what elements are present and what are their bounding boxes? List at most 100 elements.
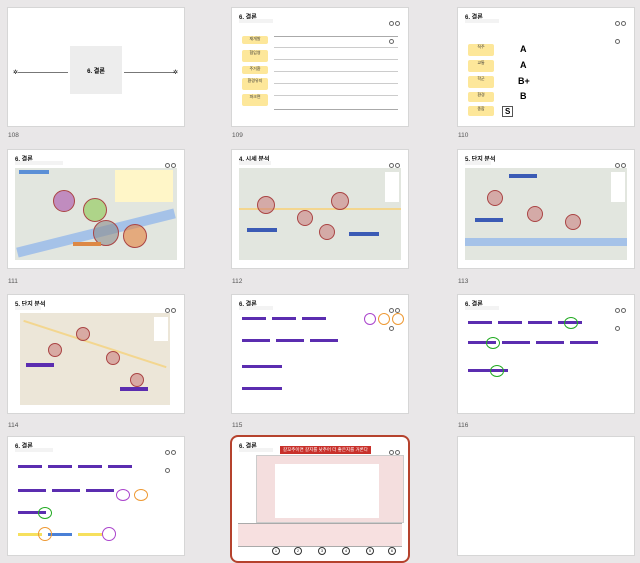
slide-112[interactable]: 4. 시세 분석 (232, 150, 408, 268)
slide-number-110: 110 (458, 132, 469, 139)
slide-118-marker-0: 1 (272, 547, 280, 555)
slide-109-table-line (274, 71, 398, 72)
slide-110-grade-0: A (520, 44, 527, 54)
slide-110-title: 6. 결론 (465, 15, 483, 21)
slide-113-subtitle (465, 161, 491, 165)
map-legend (611, 172, 625, 202)
map-legend (385, 172, 399, 202)
map-label (73, 242, 101, 246)
slide-110-label-4: 종합 (468, 106, 494, 116)
slide-117[interactable]: 6. 결론 (8, 437, 184, 555)
table-bar (302, 317, 326, 320)
highlight-circle (490, 365, 504, 377)
slide-number-111: 111 (8, 278, 18, 285)
slide-110-label-2: 학군 (468, 76, 494, 88)
highlight-circle (486, 337, 500, 349)
slide-118-title: 6. 결론 (239, 444, 257, 450)
highlight-circle (134, 489, 148, 501)
slide-118-menu-icon (389, 442, 403, 473)
table-bar (502, 341, 530, 344)
highlight-circle (102, 527, 116, 541)
slide-110-subtitle (465, 19, 499, 23)
slide-110-label-3: 환경 (468, 92, 494, 102)
slide-110-label-0: 직주 (468, 44, 494, 56)
slide-118-chart-area (256, 455, 404, 523)
map-circle (319, 224, 335, 240)
table-bar (468, 341, 496, 344)
slide-110[interactable]: 6. 결론 직주 교통 학군 환경 종합 A A B+ B S (458, 8, 634, 126)
slide-115[interactable]: 6. 결론 (232, 295, 408, 413)
slide-113[interactable]: 5. 단지 분석 (458, 150, 634, 268)
map-label (19, 170, 49, 174)
slide-number-112: 112 (232, 278, 243, 285)
slide-119[interactable] (458, 437, 634, 555)
table-bar (48, 533, 72, 536)
slide-116[interactable]: 6. 결론 (458, 295, 634, 413)
map-circle (106, 351, 120, 365)
slide-109-menu-icon (389, 13, 403, 44)
table-bar (276, 339, 304, 342)
map-label (509, 174, 537, 178)
slide-118-marker-4: 5 (366, 547, 374, 555)
table-bar (18, 511, 46, 514)
map-label (349, 232, 379, 236)
slide-116-title: 6. 결론 (465, 302, 483, 308)
highlight-circle (392, 313, 404, 325)
slide-108[interactable]: 6. 결론 ✲ ✲ (8, 8, 184, 126)
map-circle (83, 198, 107, 222)
table-bar (48, 465, 72, 468)
table-bar (272, 317, 296, 320)
slide-111-subtitle (15, 161, 63, 165)
slide-118-marker-5: 6 (388, 547, 396, 555)
map-legend (154, 317, 168, 341)
slide-112-title: 4. 시세 분석 (239, 157, 270, 163)
slide-117-menu-icon (165, 442, 179, 473)
slide-116-menu-icon (615, 300, 629, 331)
slide-113-map (465, 168, 627, 260)
table-bar (468, 321, 492, 324)
slide-118-table (238, 523, 402, 547)
slide-109-table (274, 36, 398, 110)
map-circle (123, 224, 147, 248)
slide-109-subtitle (239, 19, 273, 23)
map-label (26, 363, 54, 367)
slide-114-menu-icon (165, 300, 179, 331)
slide-118[interactable]: 6. 결론 갈꼬추이면 갈지를 낮추어 더 좋은지를 거론다 1 2 3 4 5… (232, 437, 408, 561)
table-bar (536, 341, 564, 344)
slide-114[interactable]: 5. 단지 분석 (8, 295, 184, 413)
slide-109-table-line (274, 95, 398, 96)
highlight-circle (378, 313, 390, 325)
map-river (465, 238, 627, 246)
slide-111[interactable]: 6. 결론 (8, 150, 184, 268)
slide-110-label-1: 교통 (468, 60, 494, 72)
slide-112-map (239, 168, 401, 260)
slide-117-subtitle (15, 448, 53, 452)
table-bar (18, 489, 46, 492)
map-label (475, 218, 503, 222)
slide-115-title: 6. 결론 (239, 302, 257, 308)
slide-108-line-left (18, 72, 68, 73)
slide-109[interactable]: 6. 결론 재개발 협입영 주거환 환경유지 파크면 (232, 8, 408, 126)
slide-109-title: 6. 결론 (239, 15, 257, 21)
slide-114-subtitle (15, 306, 41, 310)
table-bar (108, 465, 132, 468)
map-circle (565, 214, 581, 230)
slide-number-114: 114 (8, 422, 19, 429)
slide-110-grade-3: B (520, 91, 527, 101)
table-bar (528, 321, 552, 324)
highlight-circle (38, 527, 52, 541)
slide-110-grade-1: A (520, 60, 527, 70)
slide-108-title: 6. 결론 (87, 69, 105, 75)
slide-114-title: 5. 단지 분석 (15, 302, 46, 308)
table-bar (498, 321, 522, 324)
slide-118-headline: 갈꼬추이면 갈지를 낮추어 더 좋은지를 거론다 (280, 446, 371, 454)
slide-115-subtitle (239, 306, 273, 310)
slide-111-map (15, 168, 177, 260)
map-label (247, 228, 277, 232)
table-bar (52, 489, 80, 492)
slide-112-subtitle (239, 161, 271, 165)
slide-110-menu-icon (615, 13, 629, 44)
slide-109-label-1: 협입영 (242, 50, 268, 62)
table-bar (310, 339, 338, 342)
slide-108-center-box (70, 46, 122, 94)
